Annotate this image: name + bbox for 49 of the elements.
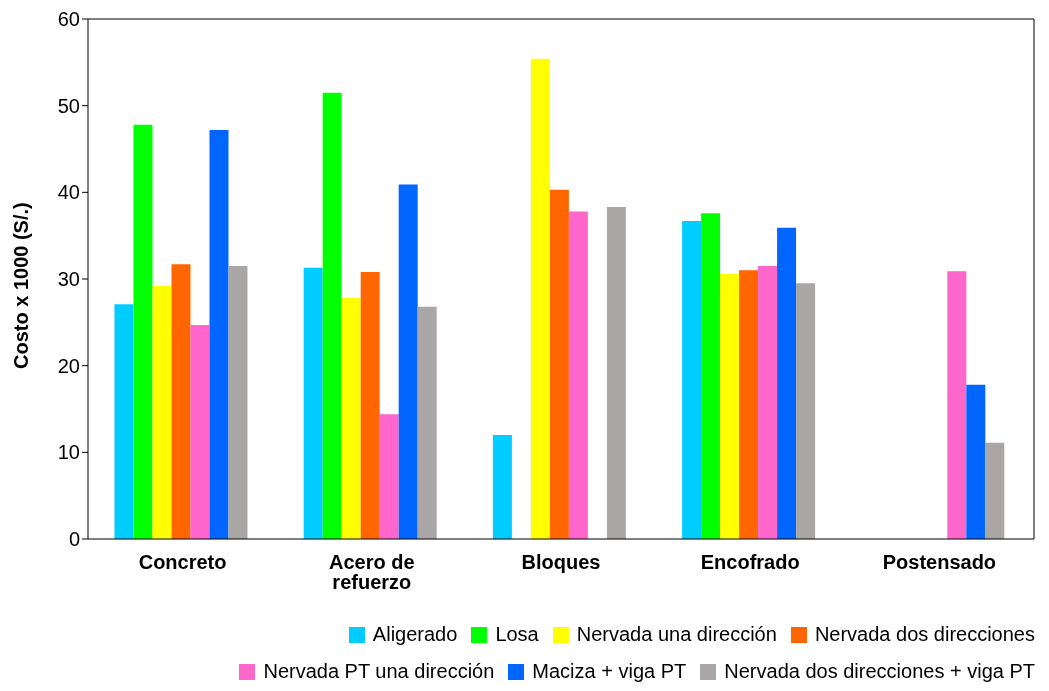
bar — [303, 267, 323, 539]
y-tick-label: 20 — [57, 354, 80, 377]
y-axis-title: Costo x 1000 (S/.) — [10, 202, 33, 369]
bar — [360, 272, 380, 539]
bar — [985, 442, 1005, 539]
x-tick-label: Bloques — [521, 551, 601, 574]
bar — [341, 298, 361, 539]
bar — [152, 285, 172, 539]
bar — [133, 124, 153, 539]
bar — [530, 58, 550, 539]
bar — [322, 92, 342, 539]
bar — [701, 213, 721, 539]
bar — [568, 211, 588, 539]
bar — [777, 227, 797, 539]
legend-label: Aligerado — [371, 623, 458, 646]
y-tick-label: 0 — [68, 528, 80, 551]
bar — [796, 283, 816, 539]
bar — [379, 414, 399, 539]
legend-label: Nervada una dirección — [575, 623, 777, 646]
legend-label: Maciza + viga PT — [531, 660, 687, 683]
legend-label: Nervada dos direcciones + viga PT — [723, 660, 1035, 683]
bar — [720, 273, 740, 539]
bar — [209, 129, 229, 539]
bar — [549, 189, 569, 539]
bar — [947, 271, 967, 539]
bar — [492, 435, 512, 539]
legend-label: Losa — [494, 623, 539, 646]
bar — [171, 264, 191, 539]
y-tick-label: 30 — [57, 268, 80, 291]
x-tick-label: Acero de refuerzo — [329, 551, 415, 594]
y-tick-label: 40 — [57, 181, 80, 204]
bar — [417, 306, 437, 539]
x-tick-label: Concreto — [138, 551, 227, 574]
x-tick-label: Postensado — [882, 551, 997, 574]
legend-label: Nervada dos direcciones — [813, 623, 1035, 646]
bar — [398, 184, 418, 539]
y-tick-label: 10 — [57, 441, 80, 464]
x-tick-label: Encofrado — [700, 551, 800, 574]
bar — [758, 266, 778, 539]
legend-label: Nervada PT una dirección — [262, 660, 495, 683]
bar — [114, 304, 134, 539]
bar — [606, 207, 626, 539]
y-tick-label: 60 — [57, 8, 80, 31]
bar — [682, 220, 702, 539]
bar — [190, 324, 210, 539]
bar — [739, 270, 759, 539]
y-tick-label: 50 — [57, 94, 80, 117]
bar — [966, 384, 986, 539]
bar — [228, 266, 248, 539]
